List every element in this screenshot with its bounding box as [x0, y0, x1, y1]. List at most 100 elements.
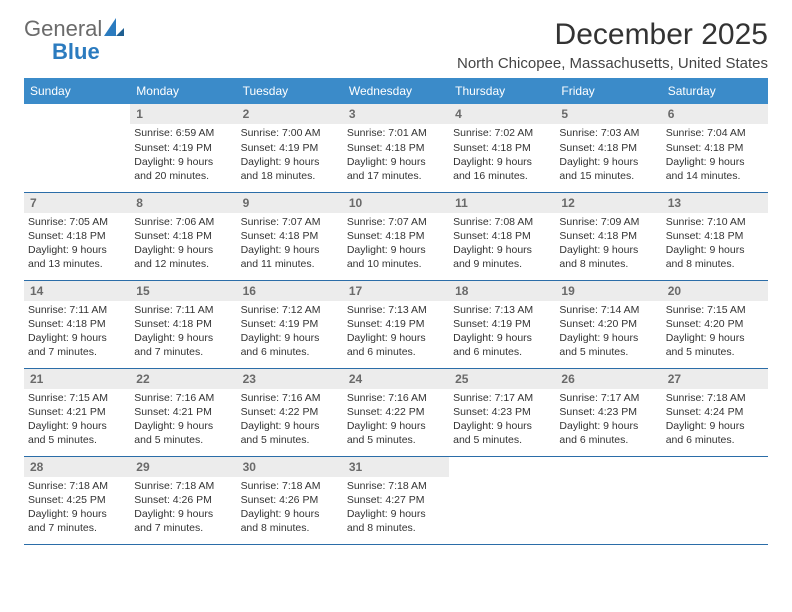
day-details: Sunrise: 7:02 AMSunset: 4:18 PMDaylight:…	[449, 124, 555, 187]
daylight-line-1: Daylight: 9 hours	[134, 419, 230, 433]
daylight-line-1: Daylight: 9 hours	[241, 331, 337, 345]
day-details: Sunrise: 7:18 AMSunset: 4:26 PMDaylight:…	[130, 477, 236, 540]
calendar-day-cell: 18Sunrise: 7:13 AMSunset: 4:19 PMDayligh…	[449, 280, 555, 368]
sunset-text: Sunset: 4:19 PM	[134, 141, 230, 155]
sunrise-text: Sunrise: 7:03 AM	[559, 126, 655, 140]
sunset-text: Sunset: 4:18 PM	[666, 229, 762, 243]
col-saturday: Saturday	[662, 78, 768, 104]
col-sunday: Sunday	[24, 78, 130, 104]
daylight-line-2: and 5 minutes.	[666, 345, 762, 359]
calendar-day-cell: 20Sunrise: 7:15 AMSunset: 4:20 PMDayligh…	[662, 280, 768, 368]
sunset-text: Sunset: 4:24 PM	[666, 405, 762, 419]
sunset-text: Sunset: 4:18 PM	[559, 229, 655, 243]
day-number: 31	[343, 457, 449, 477]
calendar-day-cell: 29Sunrise: 7:18 AMSunset: 4:26 PMDayligh…	[130, 456, 236, 544]
calendar-day-cell: 8Sunrise: 7:06 AMSunset: 4:18 PMDaylight…	[130, 192, 236, 280]
daylight-line-2: and 5 minutes.	[28, 433, 124, 447]
calendar-table: Sunday Monday Tuesday Wednesday Thursday…	[24, 78, 768, 545]
day-details: Sunrise: 7:14 AMSunset: 4:20 PMDaylight:…	[555, 301, 661, 364]
daylight-line-2: and 5 minutes.	[559, 345, 655, 359]
col-tuesday: Tuesday	[237, 78, 343, 104]
calendar-day-cell	[662, 456, 768, 544]
calendar-week-row: 7Sunrise: 7:05 AMSunset: 4:18 PMDaylight…	[24, 192, 768, 280]
sunrise-text: Sunrise: 7:16 AM	[241, 391, 337, 405]
day-details: Sunrise: 7:04 AMSunset: 4:18 PMDaylight:…	[662, 124, 768, 187]
daylight-line-1: Daylight: 9 hours	[666, 331, 762, 345]
daylight-line-1: Daylight: 9 hours	[241, 243, 337, 257]
daylight-line-1: Daylight: 9 hours	[666, 155, 762, 169]
daylight-line-1: Daylight: 9 hours	[28, 419, 124, 433]
sunrise-text: Sunrise: 7:18 AM	[241, 479, 337, 493]
sunrise-text: Sunrise: 7:01 AM	[347, 126, 443, 140]
day-details: Sunrise: 7:12 AMSunset: 4:19 PMDaylight:…	[237, 301, 343, 364]
calendar-day-cell: 13Sunrise: 7:10 AMSunset: 4:18 PMDayligh…	[662, 192, 768, 280]
calendar-day-cell: 14Sunrise: 7:11 AMSunset: 4:18 PMDayligh…	[24, 280, 130, 368]
calendar-day-cell	[24, 104, 130, 192]
logo-word-2: Blue	[52, 39, 100, 64]
daylight-line-2: and 7 minutes.	[134, 521, 230, 535]
day-details: Sunrise: 7:07 AMSunset: 4:18 PMDaylight:…	[237, 213, 343, 276]
daylight-line-1: Daylight: 9 hours	[347, 507, 443, 521]
daylight-line-1: Daylight: 9 hours	[134, 331, 230, 345]
day-number: 10	[343, 193, 449, 213]
daylight-line-2: and 8 minutes.	[241, 521, 337, 535]
calendar-day-cell: 6Sunrise: 7:04 AMSunset: 4:18 PMDaylight…	[662, 104, 768, 192]
daylight-line-2: and 6 minutes.	[559, 433, 655, 447]
sunrise-text: Sunrise: 7:04 AM	[666, 126, 762, 140]
sunset-text: Sunset: 4:18 PM	[453, 141, 549, 155]
day-number: 6	[662, 104, 768, 124]
sunrise-text: Sunrise: 7:18 AM	[347, 479, 443, 493]
sunrise-text: Sunrise: 7:17 AM	[559, 391, 655, 405]
sunrise-text: Sunrise: 7:18 AM	[666, 391, 762, 405]
daylight-line-2: and 5 minutes.	[241, 433, 337, 447]
sunrise-text: Sunrise: 7:16 AM	[347, 391, 443, 405]
sunset-text: Sunset: 4:18 PM	[241, 229, 337, 243]
daylight-line-2: and 11 minutes.	[241, 257, 337, 271]
daylight-line-2: and 8 minutes.	[347, 521, 443, 535]
day-number: 24	[343, 369, 449, 389]
day-details: Sunrise: 7:11 AMSunset: 4:18 PMDaylight:…	[130, 301, 236, 364]
calendar-day-cell: 30Sunrise: 7:18 AMSunset: 4:26 PMDayligh…	[237, 456, 343, 544]
month-title: December 2025	[457, 18, 768, 51]
daylight-line-2: and 6 minutes.	[453, 345, 549, 359]
sunset-text: Sunset: 4:18 PM	[666, 141, 762, 155]
sunset-text: Sunset: 4:22 PM	[347, 405, 443, 419]
day-number: 28	[24, 457, 130, 477]
day-details: Sunrise: 6:59 AMSunset: 4:19 PMDaylight:…	[130, 124, 236, 187]
day-number: 12	[555, 193, 661, 213]
calendar-day-cell: 27Sunrise: 7:18 AMSunset: 4:24 PMDayligh…	[662, 368, 768, 456]
header: General Blue December 2025 North Chicope…	[24, 18, 768, 72]
sunset-text: Sunset: 4:19 PM	[241, 317, 337, 331]
calendar-week-row: 21Sunrise: 7:15 AMSunset: 4:21 PMDayligh…	[24, 368, 768, 456]
sunset-text: Sunset: 4:21 PM	[28, 405, 124, 419]
daylight-line-1: Daylight: 9 hours	[347, 155, 443, 169]
sunrise-text: Sunrise: 7:10 AM	[666, 215, 762, 229]
day-details: Sunrise: 7:08 AMSunset: 4:18 PMDaylight:…	[449, 213, 555, 276]
sunset-text: Sunset: 4:22 PM	[241, 405, 337, 419]
daylight-line-1: Daylight: 9 hours	[347, 419, 443, 433]
daylight-line-1: Daylight: 9 hours	[241, 155, 337, 169]
sunrise-text: Sunrise: 7:16 AM	[134, 391, 230, 405]
sunset-text: Sunset: 4:18 PM	[134, 229, 230, 243]
daylight-line-1: Daylight: 9 hours	[453, 331, 549, 345]
location: North Chicopee, Massachusetts, United St…	[457, 55, 768, 72]
calendar-day-cell: 5Sunrise: 7:03 AMSunset: 4:18 PMDaylight…	[555, 104, 661, 192]
sunset-text: Sunset: 4:25 PM	[28, 493, 124, 507]
day-number: 26	[555, 369, 661, 389]
sunset-text: Sunset: 4:19 PM	[453, 317, 549, 331]
sunset-text: Sunset: 4:20 PM	[666, 317, 762, 331]
day-number: 9	[237, 193, 343, 213]
calendar-day-cell: 16Sunrise: 7:12 AMSunset: 4:19 PMDayligh…	[237, 280, 343, 368]
sunrise-text: Sunrise: 7:06 AM	[134, 215, 230, 229]
sunrise-text: Sunrise: 7:00 AM	[241, 126, 337, 140]
day-number: 3	[343, 104, 449, 124]
daylight-line-2: and 9 minutes.	[453, 257, 549, 271]
day-number: 23	[237, 369, 343, 389]
daylight-line-2: and 7 minutes.	[28, 521, 124, 535]
daylight-line-1: Daylight: 9 hours	[241, 419, 337, 433]
sunset-text: Sunset: 4:26 PM	[241, 493, 337, 507]
logo-word-1: General	[24, 16, 102, 41]
daylight-line-2: and 18 minutes.	[241, 169, 337, 183]
daylight-line-1: Daylight: 9 hours	[453, 155, 549, 169]
calendar-day-cell: 1Sunrise: 6:59 AMSunset: 4:19 PMDaylight…	[130, 104, 236, 192]
